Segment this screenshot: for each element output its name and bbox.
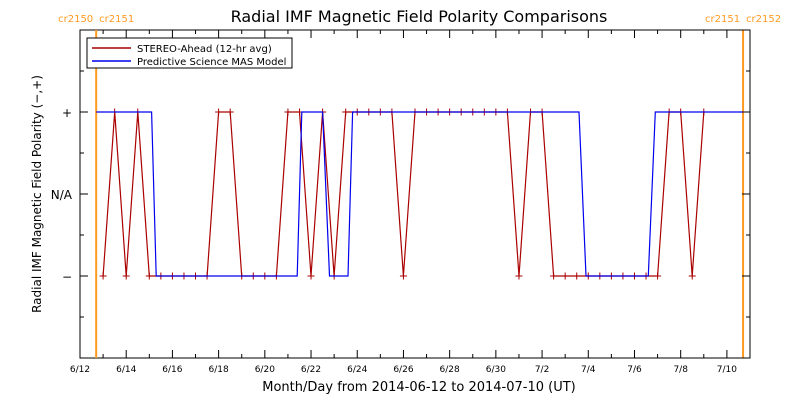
stereo-ahead-point: [307, 272, 315, 280]
x-tick-label: 7/6: [627, 365, 642, 375]
stereo-ahead-point: [550, 272, 558, 280]
x-tick-label: 7/8: [673, 365, 688, 375]
stereo-ahead-line: [102, 111, 705, 277]
carrington-label-right: cr2151: [99, 14, 134, 25]
legend-entry: Predictive Science MAS Model: [137, 57, 286, 68]
stereo-ahead-point: [99, 272, 107, 280]
x-tick-label: 6/24: [347, 365, 367, 375]
stereo-ahead-point: [399, 272, 407, 280]
carrington-label-right: cr2152: [746, 14, 781, 25]
stereo-ahead-point: [561, 272, 569, 280]
legend-box: [86, 37, 293, 69]
stereo-ahead-point: [515, 272, 523, 280]
plot-frame: [79, 29, 751, 359]
x-tick-label: 7/2: [535, 365, 549, 375]
stereo-ahead-point: [122, 272, 130, 280]
x-tick-label: 6/20: [255, 365, 275, 375]
y-tick-label: N/A: [51, 188, 73, 202]
stereo-ahead-point: [215, 108, 223, 116]
x-tick-label: 7/4: [581, 365, 596, 375]
carrington-label-left: cr2151: [705, 14, 740, 25]
stereo-ahead-point: [226, 108, 234, 116]
stereo-ahead-point: [654, 272, 662, 280]
x-tick-label: 6/26: [393, 365, 413, 375]
y-tick-label: +: [62, 106, 72, 120]
stereo-ahead-point: [342, 108, 350, 116]
chart-title: Radial IMF Magnetic Field Polarity Compa…: [231, 7, 608, 26]
x-tick-label: 6/30: [486, 365, 506, 375]
legend-entry: STEREO-Ahead (12-hr avg): [137, 44, 272, 55]
x-tick-label: 6/22: [301, 365, 321, 375]
x-tick-label: 7/10: [717, 365, 737, 375]
x-axis-label: Month/Day from 2014-06-12 to 2014-07-10 …: [262, 380, 575, 395]
x-tick-label: 6/14: [116, 365, 136, 375]
x-tick-label: 6/18: [209, 365, 229, 375]
y-tick-label: −: [62, 270, 72, 284]
y-axis-label: Radial IMF Magnetic Field Polarity (−,+): [30, 75, 44, 313]
stereo-ahead-point: [284, 108, 292, 116]
x-tick-label: 6/28: [440, 365, 460, 375]
carrington-label-left: cr2150: [58, 14, 93, 25]
x-tick-label: 6/16: [162, 365, 182, 375]
x-tick-label: 6/12: [70, 365, 90, 375]
stereo-ahead-point: [688, 272, 696, 280]
stereo-ahead-point: [145, 272, 153, 280]
stereo-ahead-point: [573, 272, 581, 280]
mas-model-line: [96, 111, 744, 277]
